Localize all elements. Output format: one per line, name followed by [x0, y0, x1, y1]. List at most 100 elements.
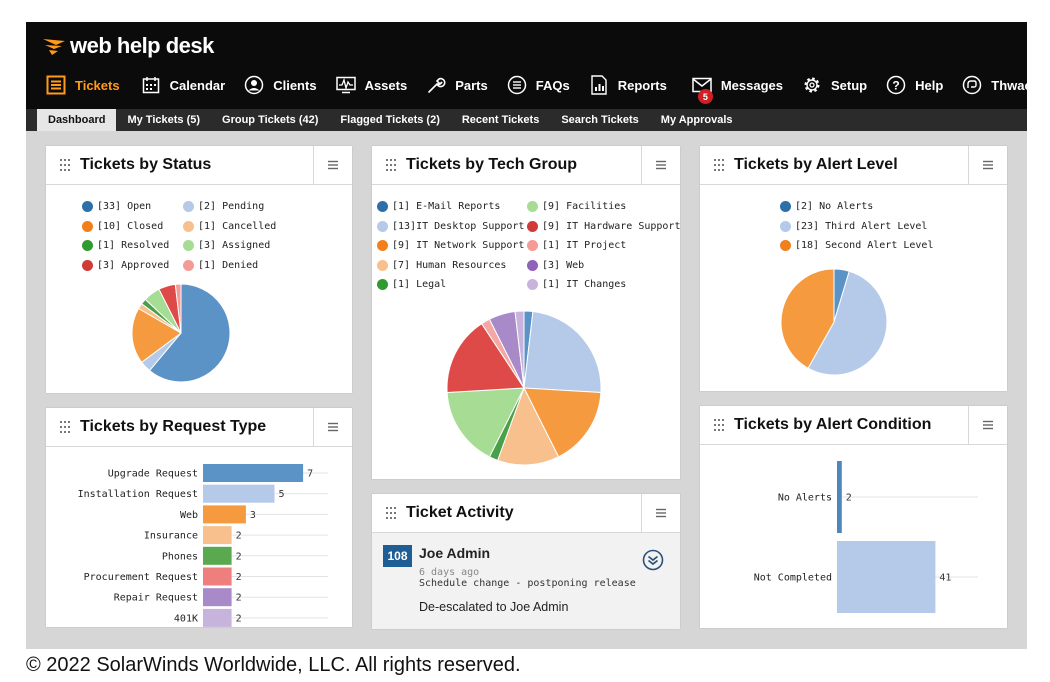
activity-detail: De-escalated to Joe Admin [419, 600, 569, 614]
pie-slice-human-resources[interactable] [497, 386, 560, 466]
pie-slice-facilities[interactable] [446, 387, 525, 458]
panel-menu-button[interactable] [641, 146, 680, 184]
svg-text:?: ? [892, 79, 899, 93]
nav-label: Reports [617, 77, 667, 93]
bar-not-completed[interactable] [837, 541, 936, 613]
legend-swatch [377, 220, 388, 232]
hamburger-menu-icon [983, 160, 993, 170]
legend-item[interactable]: [1] Resolved [82, 240, 170, 252]
panel-tickets-by-alert-level: Tickets by Alert Level [2] No Alerts [23]… [700, 146, 1007, 391]
bar-installation-request[interactable] [203, 484, 275, 503]
legend-item[interactable]: [3] Assigned [183, 240, 270, 252]
pie-slice-closed[interactable] [131, 307, 182, 363]
nav-clients[interactable]: Clients [243, 69, 317, 101]
expand-button[interactable] [642, 549, 664, 571]
legend-item[interactable]: [1] Legal [377, 279, 446, 291]
panel-header: Tickets by Alert Condition [700, 406, 1007, 445]
nav-faqs[interactable]: FAQs [506, 69, 570, 101]
pie-slice-open[interactable] [148, 283, 231, 383]
panel-menu-button[interactable] [968, 406, 1007, 444]
report-chart-icon [588, 74, 610, 96]
tab-my-tickets[interactable]: My Tickets (5) [127, 114, 201, 126]
activity-time: 6 days ago [419, 567, 480, 578]
legend-item[interactable]: [1] E-Mail Reports [377, 201, 500, 212]
legend-item[interactable]: [1] Denied [183, 259, 258, 271]
legend-item[interactable]: [18] Second Alert Level [780, 240, 933, 252]
tab-search-tickets[interactable]: Search Tickets [561, 114, 639, 126]
bar-procurement-request[interactable] [203, 567, 232, 586]
bar-repair-request[interactable] [203, 588, 232, 607]
legend-item[interactable]: [9] Facilities [527, 201, 626, 212]
pie-slice-it-changes[interactable] [514, 310, 525, 389]
nav-reports[interactable]: Reports [588, 69, 667, 101]
activity-user: Joe Admin [419, 545, 491, 561]
brand-logo[interactable]: web help desk [42, 32, 214, 60]
legend-item[interactable]: [10] Closed [82, 220, 163, 232]
nav-thwack[interactable]: Thwack [961, 69, 1027, 101]
panel-menu-button[interactable] [313, 146, 352, 184]
bar-web[interactable] [203, 505, 246, 524]
legend-label: [1] Resolved [97, 240, 170, 252]
legend-item[interactable]: [33] Open [82, 201, 151, 212]
nav-help[interactable]: ? Help [885, 69, 943, 101]
legend-item[interactable]: [3] Approved [82, 259, 169, 271]
bar-no-alerts[interactable] [837, 461, 842, 533]
nav-calendar[interactable]: Calendar [140, 69, 226, 101]
panel-tickets-by-tech-group: Tickets by Tech Group [1] E-Mail Reports… [372, 146, 680, 479]
ticket-number-badge[interactable]: 108 [383, 545, 412, 567]
nav-parts[interactable]: Parts [425, 69, 488, 101]
tab-my-approvals[interactable]: My Approvals [660, 114, 733, 126]
panel-menu-button[interactable] [313, 408, 352, 446]
legend-item[interactable]: [2] No Alerts [780, 201, 873, 212]
legend-label: [23] Third Alert Level [795, 220, 928, 232]
drag-handle-icon[interactable] [386, 159, 396, 171]
pie-slice-it-network-support[interactable] [523, 387, 602, 458]
bar-phones[interactable] [203, 546, 232, 565]
legend-item[interactable]: [23] Third Alert Level [780, 220, 928, 232]
legend-swatch [527, 240, 538, 252]
nav-label: Help [915, 77, 944, 93]
solarwinds-logo-icon [43, 39, 65, 55]
nav-label: Thwack [991, 77, 1027, 93]
legend-item[interactable]: [3] Web [527, 259, 584, 271]
legend-item[interactable]: [7] Human Resources [377, 259, 507, 271]
panel-header: Tickets by Request Type [46, 408, 352, 447]
tab-recent-tickets[interactable]: Recent Tickets [461, 114, 540, 126]
nav-assets[interactable]: Assets [335, 69, 407, 101]
nav-label: Calendar [169, 77, 226, 93]
pie-slice-second-alert-level[interactable] [780, 268, 835, 369]
legend-swatch [780, 201, 791, 212]
bar-401k[interactable] [203, 608, 232, 627]
pie-slice-third-alert-level[interactable] [807, 270, 888, 376]
drag-handle-icon[interactable] [386, 507, 396, 519]
panel-menu-button[interactable] [968, 146, 1007, 184]
bar-insurance[interactable] [203, 526, 232, 545]
pie-slice-denied[interactable] [174, 283, 182, 334]
nav-setup[interactable]: Setup [801, 69, 867, 101]
panel-title: Tickets by Status [80, 156, 212, 173]
panel-menu-button[interactable] [641, 494, 680, 532]
legend-item[interactable]: [1] Cancelled [183, 220, 276, 232]
legend-label: [7] Human Resources [392, 259, 507, 271]
pie-slice-it-hardware-support[interactable] [446, 322, 525, 394]
legend-item[interactable]: [13]IT Desktop Support [377, 220, 524, 232]
drag-handle-icon[interactable] [60, 421, 70, 433]
tab-dashboard[interactable]: Dashboard [37, 109, 117, 131]
legend-item[interactable]: [1] IT Project [527, 240, 626, 252]
tab-group-tickets[interactable]: Group Tickets (42) [222, 114, 319, 126]
nav-messages[interactable]: 5 Messages [691, 69, 783, 104]
legend-swatch [183, 201, 194, 212]
drag-handle-icon[interactable] [714, 159, 724, 171]
legend-swatch [780, 240, 791, 252]
legend-item[interactable]: [1] IT Changes [527, 279, 626, 291]
bar-upgrade-request[interactable] [203, 464, 304, 482]
legend-item[interactable]: [9] IT Hardware Support [527, 220, 680, 232]
drag-handle-icon[interactable] [714, 419, 724, 431]
legend-swatch [183, 240, 194, 252]
drag-handle-icon[interactable] [60, 159, 70, 171]
tab-flagged-tickets[interactable]: Flagged Tickets (2) [340, 114, 440, 126]
legend-item[interactable]: [2] Pending [183, 201, 264, 212]
pie-slice-it-desktop-support[interactable] [523, 310, 602, 394]
nav-tickets[interactable]: Tickets [45, 69, 120, 101]
legend-item[interactable]: [9] IT Network Support [377, 240, 524, 252]
